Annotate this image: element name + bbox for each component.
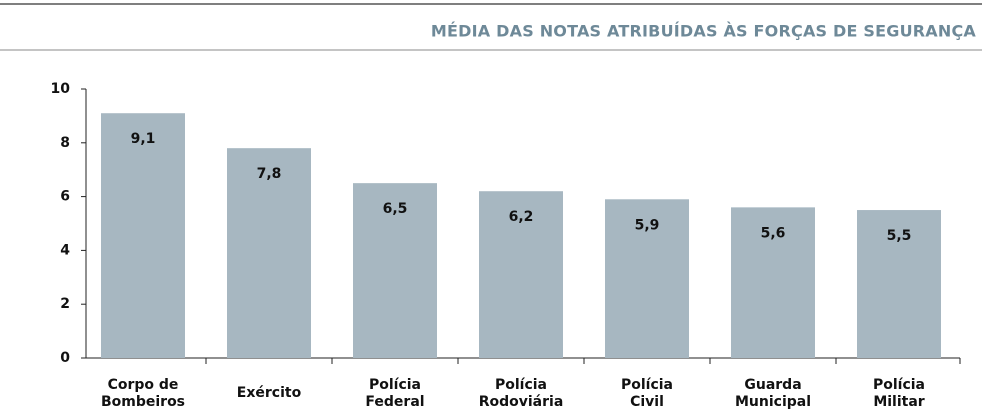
bar <box>605 199 689 358</box>
x-tick-label: Guarda Municipal <box>735 377 811 410</box>
value-label: 6,5 <box>383 201 408 217</box>
value-label: 5,6 <box>761 225 786 241</box>
bar <box>227 148 311 358</box>
y-tick-label: 8 <box>60 135 70 151</box>
x-tick-label: Polícia Militar <box>873 377 925 410</box>
y-tick-label: 2 <box>60 296 70 312</box>
bar <box>101 113 185 359</box>
value-label: 9,1 <box>131 131 156 147</box>
bar <box>731 207 815 358</box>
x-tick-label: Corpo de Bombeiros <box>101 377 185 410</box>
x-tick-label: Exército <box>237 385 302 401</box>
x-tick-label: Polícia Rodoviária <box>479 377 564 410</box>
y-tick-label: 6 <box>60 189 70 205</box>
x-tick-label: Polícia Federal <box>365 377 424 410</box>
y-tick-label: 4 <box>60 242 70 258</box>
value-label: 7,8 <box>257 166 282 182</box>
chart-title: MÉDIA DAS NOTAS ATRIBUÍDAS ÀS FORÇAS DE … <box>431 22 977 41</box>
bar <box>479 191 563 358</box>
bar <box>353 183 437 358</box>
y-tick-label: 0 <box>60 350 70 366</box>
y-tick-label: 10 <box>51 81 71 97</box>
value-label: 5,9 <box>635 217 660 233</box>
x-tick-label: Polícia Civil <box>621 377 673 410</box>
value-label: 5,5 <box>887 228 912 244</box>
bar <box>857 210 941 358</box>
value-label: 6,2 <box>509 209 534 225</box>
